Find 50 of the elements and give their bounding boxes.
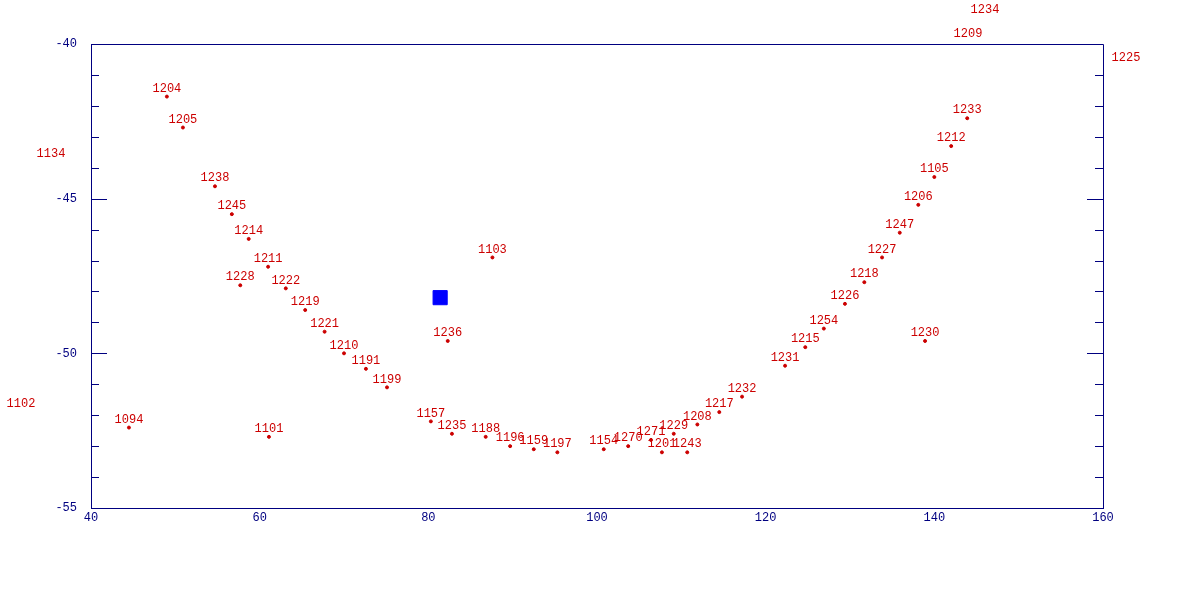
annotation: 1218 <box>849 267 879 282</box>
annotation: 1221 <box>310 316 340 331</box>
annotation: 1219 <box>290 295 320 310</box>
annotation: 1245 <box>217 199 247 214</box>
annotation: 1238 <box>200 171 230 186</box>
annotation: 1247 <box>885 217 915 232</box>
annotation: 1217 <box>704 397 734 412</box>
y-tick-label: -40 <box>55 37 77 52</box>
text: 1134 <box>36 147 66 161</box>
annotation: 1205 <box>168 112 198 127</box>
annotation: 1215 <box>790 332 820 347</box>
annotation: 1230 <box>910 326 940 341</box>
text: 1102 <box>6 397 36 411</box>
x-tick-label: 40 <box>83 511 99 526</box>
annotation: 1231 <box>770 350 800 365</box>
annotation: 1094 <box>114 412 144 427</box>
x-tick-label: 100 <box>586 511 608 526</box>
annotation: 1157 <box>416 406 446 421</box>
annotation: 1227 <box>867 242 897 257</box>
text: 1234 <box>970 3 1000 17</box>
annotation: 1191 <box>351 353 381 368</box>
annotation: 1212 <box>936 131 966 146</box>
x-tick-label: 60 <box>252 511 267 526</box>
annotation: 1226 <box>830 289 860 304</box>
text: 1209 <box>953 27 983 41</box>
annotation: 1199 <box>372 372 402 387</box>
text: 1225 <box>1111 51 1141 65</box>
annotation: 1101 <box>254 422 284 437</box>
x-tick-label: 120 <box>754 511 777 526</box>
annotation: 1214 <box>234 224 264 239</box>
y-tick-label: -50 <box>55 346 77 361</box>
annotation: 1254 <box>809 313 839 328</box>
annotation: 1235 <box>437 418 467 433</box>
annotation: 1210 <box>329 338 359 353</box>
y-tick-label: -45 <box>55 191 77 206</box>
annotation: 1236 <box>433 326 463 341</box>
annotation: 1211 <box>253 251 283 266</box>
annotation: 1103 <box>478 242 507 257</box>
annotation: 1233 <box>952 103 982 118</box>
annotation: 1204 <box>152 81 182 96</box>
annotation: 1243 <box>672 437 702 452</box>
y-tick-label: -55 <box>55 501 77 516</box>
x-tick-label: 160 <box>1092 511 1114 526</box>
annotation: 1105 <box>919 162 949 177</box>
x-tick-label: 80 <box>421 511 436 526</box>
annotation: 1228 <box>225 270 255 285</box>
x-tick-label: 140 <box>923 511 946 526</box>
annotation: 1222 <box>271 273 301 288</box>
annotation: 1232 <box>727 381 757 396</box>
annotation: 1206 <box>903 190 933 205</box>
